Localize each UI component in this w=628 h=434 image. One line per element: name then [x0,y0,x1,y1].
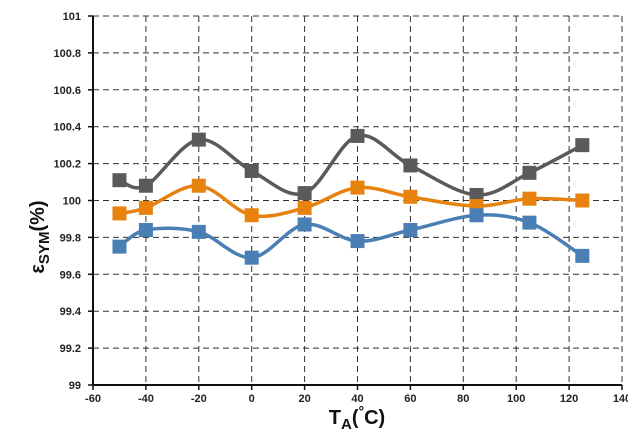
data-point [297,200,312,215]
data-point [469,208,484,223]
x-axis-title-main: T [329,407,341,429]
data-point [191,224,206,239]
data-point [297,217,312,232]
data-point [244,250,259,265]
data-point [112,239,127,254]
data-point [350,180,365,195]
y-tick-label: 99 [69,380,81,392]
y-tick-label: 101 [63,11,81,23]
y-axis-title-unit: (%) [27,200,49,231]
x-axis-title-open: ( [352,407,359,429]
series-3 [112,208,590,265]
data-point [403,158,418,173]
data-point [244,163,259,178]
data-point [297,186,312,201]
x-axis-title-close: C) [364,407,385,429]
data-point [244,208,259,223]
y-axis-title: εSYM(%) [27,200,53,273]
x-tick-label: 20 [298,393,310,405]
data-point [575,193,590,208]
x-tick-label: -20 [191,393,207,405]
data-point [575,248,590,263]
x-tick-label: 120 [560,393,578,405]
data-point [469,187,484,202]
data-point [575,138,590,153]
series-2 [112,178,590,223]
series-line [119,183,583,219]
x-tick-label: 80 [457,393,469,405]
data-point [350,234,365,249]
x-tick-label: 140 [613,393,628,405]
x-tick-label: -60 [85,393,101,405]
data-point [138,200,153,215]
data-point [112,173,127,188]
data-point [138,223,153,238]
x-tick-label: 100 [507,393,525,405]
series-layer [112,128,590,265]
data-point [350,128,365,143]
y-tick-label: 100.4 [53,122,81,134]
x-tick-label: 60 [404,393,416,405]
y-tick-label: 99.2 [60,343,81,355]
series-line [118,133,584,197]
x-axis-title: TA(°C) [329,403,385,433]
y-axis-title-sub: SYM [36,232,53,265]
data-point [522,165,537,180]
y-tick-label: 100.8 [53,48,81,60]
data-point [403,189,418,204]
series-1 [112,128,590,202]
data-point [138,178,153,193]
x-axis-title-sub: A [341,416,352,433]
data-point [403,223,418,238]
x-tick-label: 0 [249,393,255,405]
y-tick-label: 100.6 [53,85,81,97]
series-line [118,213,584,260]
x-tick-label: 40 [351,393,363,405]
grid [93,15,623,385]
y-tick-label: 99.8 [60,232,81,244]
axes [88,15,623,390]
y-tick-label: 100.2 [53,159,81,171]
data-point [191,132,206,147]
x-tick-label: -40 [138,393,154,405]
data-point [191,178,206,193]
x-axis-title-degree: ° [359,403,365,419]
y-tick-label: 99.4 [60,306,82,318]
tick-labels: -60 -40 -20 0 20 40 60 80 100 120 140 99 99.2 99.4 99.… [53,11,628,405]
y-tick-label: 99.6 [60,269,81,281]
data-point [112,206,127,221]
data-point [522,191,537,206]
y-tick-label: 100 [63,196,81,208]
data-point [522,215,537,230]
y-axis-title-main: ε [27,264,49,274]
